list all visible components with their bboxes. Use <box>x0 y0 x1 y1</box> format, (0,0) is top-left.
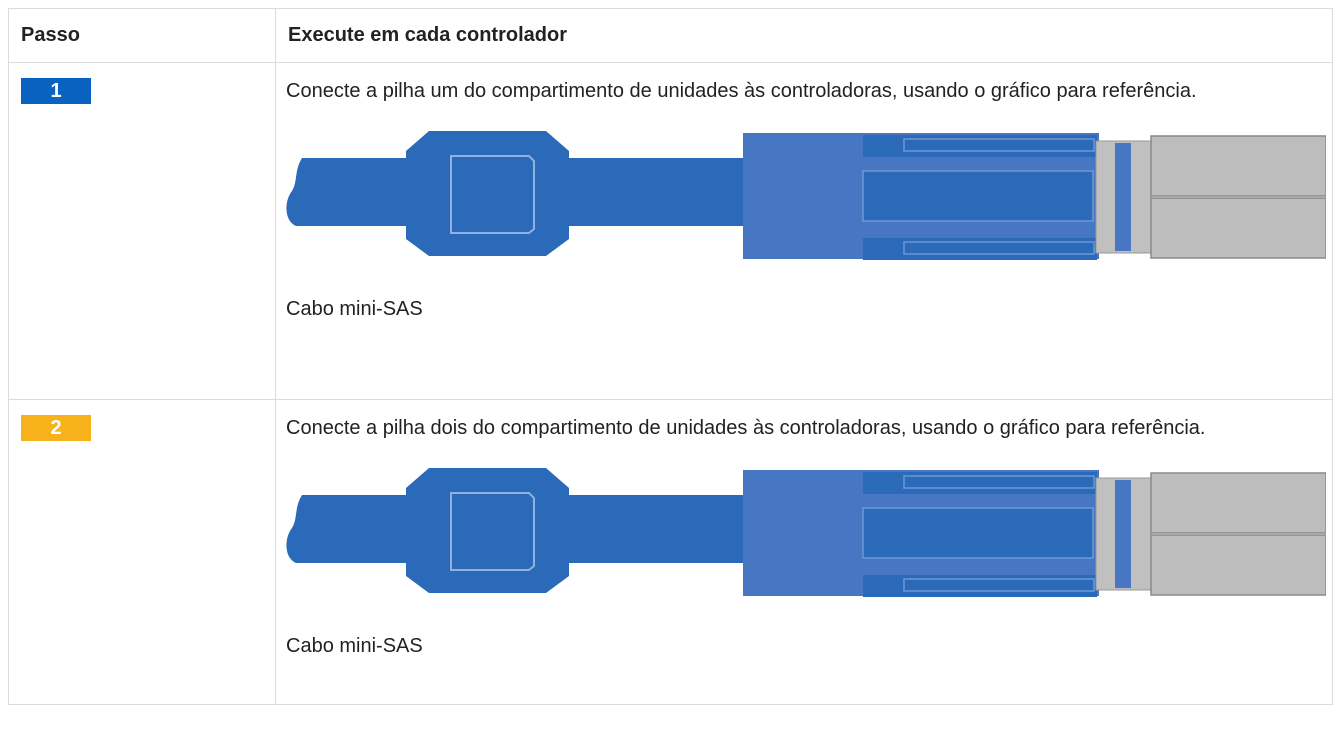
header-cell: Execute em cada controlador <box>275 8 1333 63</box>
step-text: Conecte a pilha um do compartimento de u… <box>286 80 1197 102</box>
image-caption: Cabo mini-SAS <box>286 298 423 320</box>
steps-table: Passo Execute em cada controlador 1 Cone… <box>8 8 1333 705</box>
step-cell: 2 <box>8 399 276 705</box>
step-cell: 1 <box>8 62 276 400</box>
cable-image <box>284 121 1326 261</box>
content-cell: Conecte a pilha dois do compartimento de… <box>275 399 1333 705</box>
cable-image <box>284 458 1326 598</box>
header-cell: Passo <box>8 8 276 63</box>
image-caption: Cabo mini-SAS <box>286 635 423 657</box>
step-row: 2 Conecte a pilha dois do compartimento … <box>8 399 1333 705</box>
header-row: Passo Execute em cada controlador <box>8 8 1333 63</box>
content-cell: Conecte a pilha um do compartimento de u… <box>275 62 1333 400</box>
step-badge: 2 <box>21 415 91 441</box>
step-badge: 1 <box>21 78 91 104</box>
step-row: 1 Conecte a pilha um do compartimento de… <box>8 62 1333 400</box>
step-text: Conecte a pilha dois do compartimento de… <box>286 417 1206 439</box>
